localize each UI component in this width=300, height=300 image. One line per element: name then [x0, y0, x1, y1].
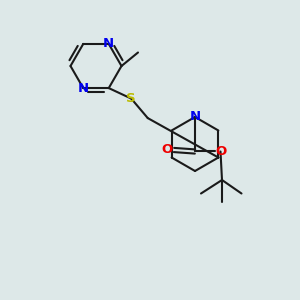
Text: N: N	[78, 82, 89, 94]
Text: O: O	[162, 143, 173, 157]
Text: N: N	[103, 38, 114, 50]
Text: O: O	[215, 145, 226, 158]
Text: N: N	[189, 110, 201, 124]
Text: S: S	[126, 92, 136, 105]
